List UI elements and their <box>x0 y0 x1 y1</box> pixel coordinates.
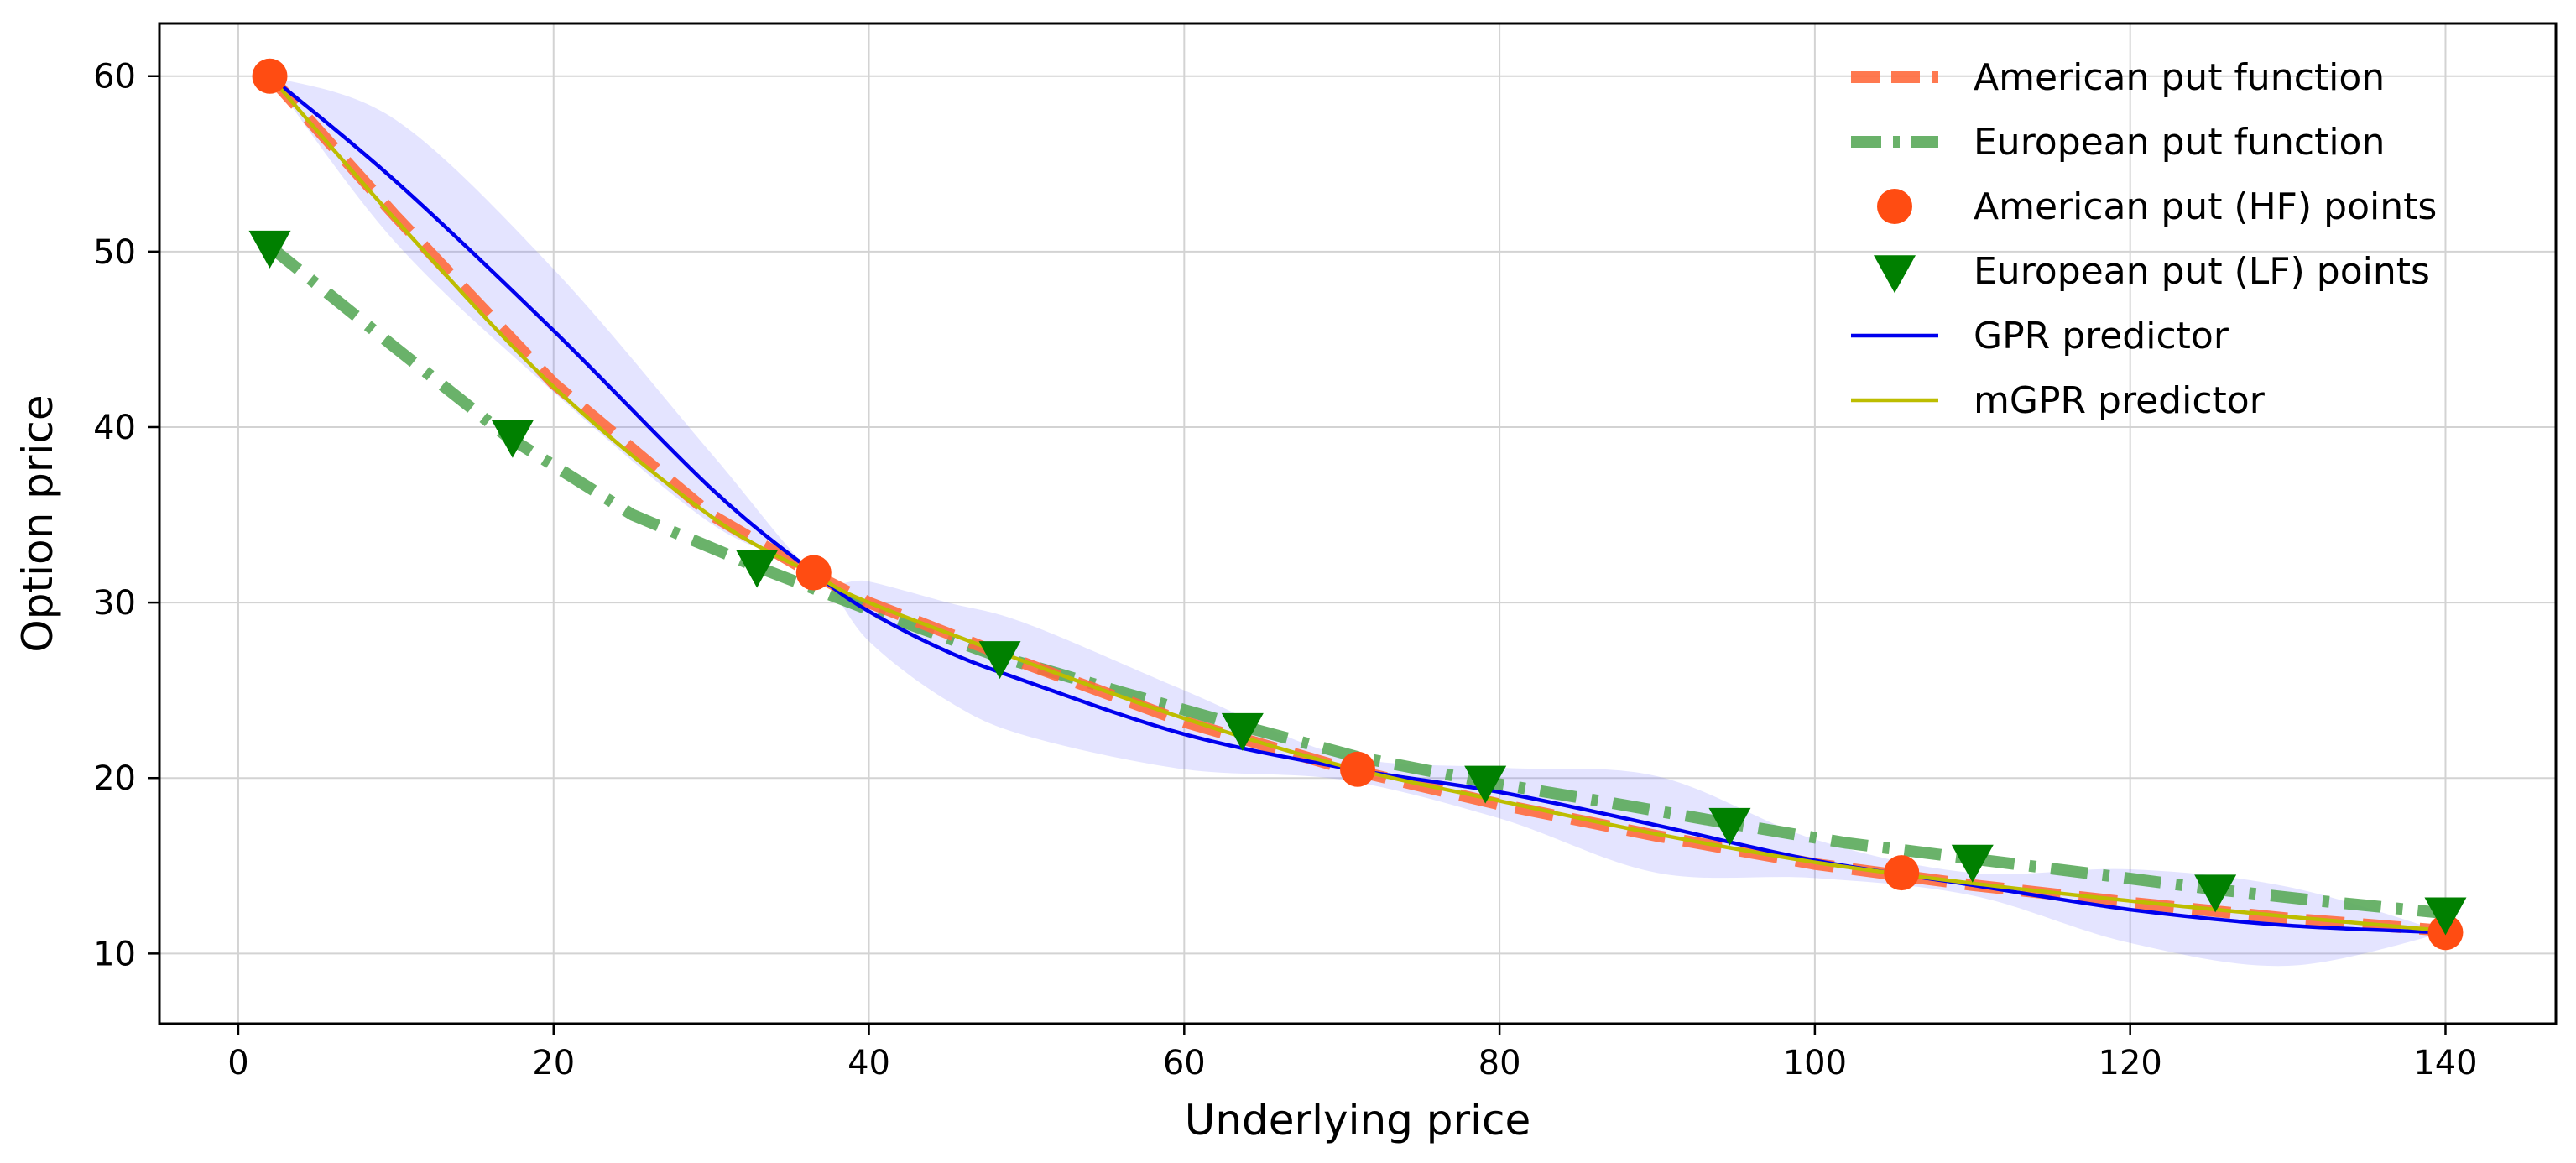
x-tick-label: 60 <box>1163 1044 1206 1082</box>
legend-label: European put (LF) points <box>1974 250 2430 293</box>
x-axis-label: Underlying price <box>1185 1096 1530 1145</box>
y-tick-label: 60 <box>93 58 136 96</box>
european-put-point <box>1464 765 1507 804</box>
legend-swatch-american-pts <box>1877 189 1912 224</box>
legend-swatch-european-pts <box>1874 255 1916 294</box>
legend-label: American put function <box>1974 56 2385 99</box>
legend: American put function European put functi… <box>1851 56 2437 422</box>
x-tick-label: 40 <box>847 1044 890 1082</box>
series-markers <box>248 58 2467 951</box>
x-tick-label: 100 <box>1783 1044 1847 1082</box>
european-put-point <box>2194 874 2237 913</box>
american-put-point <box>795 555 832 591</box>
x-tick-label: 120 <box>2099 1044 2162 1082</box>
european-put-point <box>1708 807 1751 846</box>
y-tick-label: 20 <box>93 759 136 798</box>
gpr-line <box>269 74 2446 935</box>
y-tick-label: 40 <box>93 409 136 447</box>
x-tick-label: 80 <box>1478 1044 1521 1082</box>
y-tick-label: 10 <box>93 935 136 973</box>
european-put-point <box>2424 897 2467 936</box>
legend-label: mGPR predictor <box>1974 379 2266 422</box>
american-put-point <box>252 58 288 94</box>
y-tick-label: 50 <box>93 233 136 272</box>
european-put-point <box>248 230 291 269</box>
plot-frame <box>158 22 2558 1025</box>
european-put-point <box>491 420 534 458</box>
european-put-point <box>1221 712 1264 751</box>
legend-label: GPR predictor <box>1974 315 2229 357</box>
european-put-point <box>978 641 1021 680</box>
x-tick-label: 140 <box>2413 1044 2477 1082</box>
american-put-point <box>1884 855 1920 891</box>
axis-ticks: 0 20 40 60 80 100 120 140 10 20 30 40 50 60 <box>93 58 2478 1082</box>
y-tick-label: 30 <box>93 584 136 623</box>
legend-label: European put function <box>1974 121 2385 164</box>
legend-label: American put (HF) points <box>1974 185 2437 228</box>
y-axis-label: Option price <box>13 394 62 652</box>
european-put-point <box>1951 844 1994 883</box>
european-put-point <box>736 550 779 588</box>
x-tick-label: 0 <box>227 1044 248 1082</box>
american-put-point <box>1340 751 1375 787</box>
x-tick-label: 20 <box>532 1044 575 1082</box>
